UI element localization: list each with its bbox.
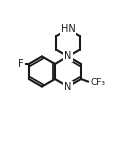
Text: N: N <box>64 82 72 92</box>
Text: F: F <box>18 59 24 69</box>
Text: N: N <box>64 51 72 61</box>
Text: CF₃: CF₃ <box>90 79 105 88</box>
Text: HN: HN <box>61 24 75 34</box>
